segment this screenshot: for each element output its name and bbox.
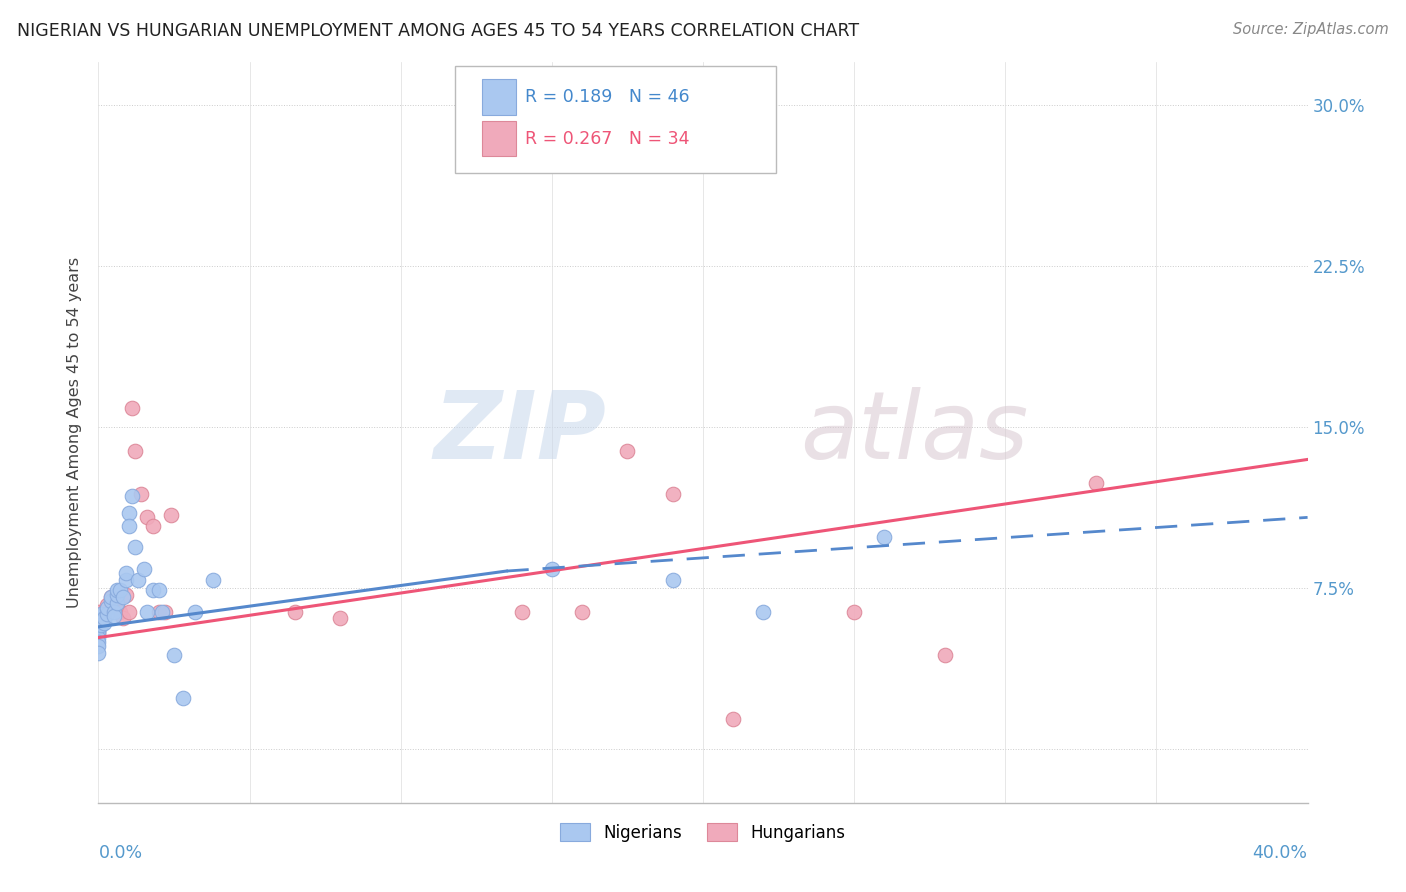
- Point: [105, 583, 128, 598]
- Point: [118, 519, 141, 533]
- Point: [150, 605, 173, 619]
- Bar: [482, 79, 516, 115]
- Point: [184, 605, 207, 619]
- Point: [160, 508, 183, 523]
- Point: [114, 573, 136, 587]
- Point: [103, 605, 125, 619]
- Point: [202, 573, 225, 587]
- Point: [87, 617, 110, 632]
- Point: [135, 605, 157, 619]
- Bar: [482, 121, 516, 156]
- Point: [127, 573, 149, 587]
- Point: [87, 605, 110, 619]
- Point: [90, 607, 112, 621]
- Point: [118, 506, 141, 520]
- Point: [90, 614, 112, 628]
- Point: [934, 648, 956, 662]
- Point: [103, 609, 125, 624]
- Point: [103, 594, 125, 608]
- Point: [96, 607, 118, 621]
- Point: [723, 712, 745, 726]
- Text: 40.0%: 40.0%: [1253, 844, 1308, 862]
- FancyBboxPatch shape: [456, 66, 776, 173]
- Point: [661, 573, 683, 587]
- Point: [114, 566, 136, 581]
- Point: [87, 646, 110, 660]
- Point: [540, 562, 562, 576]
- Point: [93, 605, 115, 619]
- Point: [148, 605, 170, 619]
- Point: [87, 631, 110, 645]
- Point: [87, 624, 110, 639]
- Point: [121, 489, 143, 503]
- Text: 0.0%: 0.0%: [98, 844, 142, 862]
- Text: Source: ZipAtlas.com: Source: ZipAtlas.com: [1233, 22, 1389, 37]
- Point: [100, 590, 122, 604]
- Point: [100, 594, 122, 608]
- Point: [87, 614, 110, 628]
- Point: [87, 626, 110, 640]
- Point: [111, 611, 134, 625]
- Text: R = 0.267   N = 34: R = 0.267 N = 34: [526, 129, 690, 148]
- Point: [87, 620, 110, 634]
- Point: [93, 615, 115, 630]
- Point: [1085, 476, 1108, 491]
- Point: [87, 609, 110, 624]
- Point: [571, 605, 593, 619]
- Y-axis label: Unemployment Among Ages 45 to 54 years: Unemployment Among Ages 45 to 54 years: [67, 257, 83, 608]
- Point: [114, 588, 136, 602]
- Point: [752, 605, 775, 619]
- Point: [142, 583, 165, 598]
- Point: [153, 605, 176, 619]
- Point: [873, 530, 896, 544]
- Point: [129, 487, 152, 501]
- Point: [105, 596, 128, 610]
- Point: [87, 609, 110, 624]
- Text: NIGERIAN VS HUNGARIAN UNEMPLOYMENT AMONG AGES 45 TO 54 YEARS CORRELATION CHART: NIGERIAN VS HUNGARIAN UNEMPLOYMENT AMONG…: [17, 22, 859, 40]
- Point: [108, 605, 131, 619]
- Point: [124, 541, 146, 555]
- Text: atlas: atlas: [800, 387, 1028, 478]
- Point: [96, 600, 118, 615]
- Point: [132, 562, 155, 576]
- Point: [96, 599, 118, 613]
- Point: [844, 605, 866, 619]
- Point: [661, 487, 683, 501]
- Text: R = 0.189   N = 46: R = 0.189 N = 46: [526, 88, 690, 106]
- Text: ZIP: ZIP: [433, 386, 606, 479]
- Point: [100, 590, 122, 604]
- Point: [142, 519, 165, 533]
- Point: [87, 617, 110, 632]
- Point: [87, 635, 110, 649]
- Point: [105, 599, 128, 613]
- Point: [510, 605, 533, 619]
- Point: [87, 626, 110, 640]
- Point: [148, 583, 170, 598]
- Point: [108, 583, 131, 598]
- Point: [90, 611, 112, 625]
- Point: [284, 605, 307, 619]
- Point: [93, 611, 115, 625]
- Point: [124, 443, 146, 458]
- Point: [90, 617, 112, 632]
- Point: [118, 605, 141, 619]
- Point: [87, 615, 110, 630]
- Point: [329, 611, 352, 625]
- Legend: Nigerians, Hungarians: Nigerians, Hungarians: [553, 815, 853, 850]
- Point: [616, 443, 638, 458]
- Point: [111, 590, 134, 604]
- Point: [87, 611, 110, 625]
- Point: [105, 588, 128, 602]
- Point: [121, 401, 143, 415]
- Point: [163, 648, 186, 662]
- Point: [87, 639, 110, 653]
- Point: [135, 510, 157, 524]
- Point: [172, 690, 194, 705]
